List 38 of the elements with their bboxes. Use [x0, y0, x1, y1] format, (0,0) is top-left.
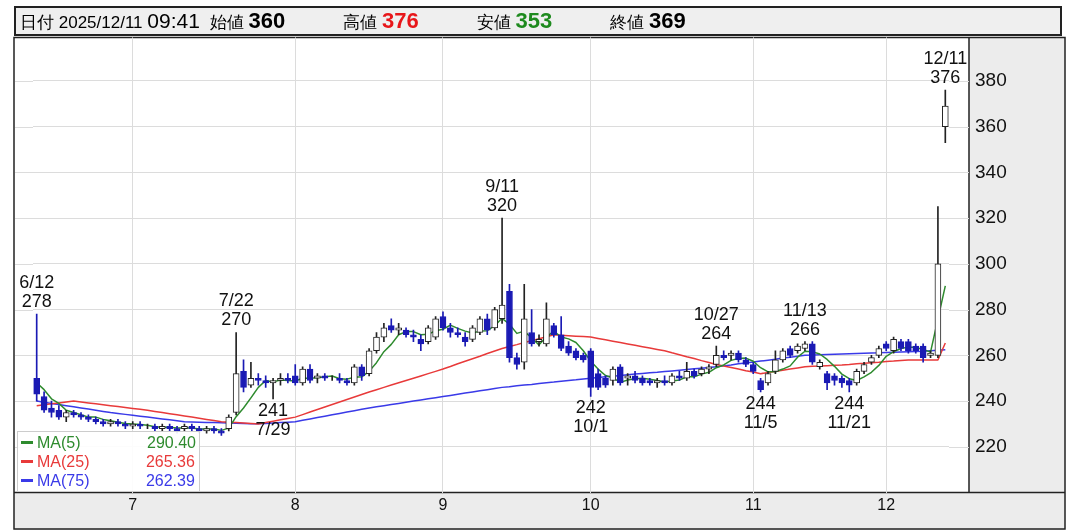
y-tick-label: 220	[975, 435, 1007, 457]
text: 始値 360	[209, 8, 286, 33]
annotation: 10/27 264	[693, 304, 739, 344]
x-tick-label: 12	[877, 495, 896, 513]
annotation: 7/22 270	[218, 290, 254, 330]
text: 安値 353	[476, 8, 553, 33]
text: 高値 376	[343, 8, 419, 33]
legend-label: MA(75) 262.39	[37, 470, 195, 490]
annotation: 244 11/5	[743, 392, 778, 432]
y-tick-label: 260	[975, 343, 1007, 365]
x-tick-label: 7	[128, 495, 138, 513]
annotation: 12/11 376	[923, 47, 968, 87]
series-label: MA(5) 290.40	[37, 432, 196, 452]
annotation: 241 7/29	[255, 399, 291, 439]
y-tick-label: 380	[975, 69, 1007, 91]
candlestick	[269, 377, 277, 400]
annotation: 242 10/1	[573, 397, 609, 437]
y-tick-label: 240	[975, 389, 1007, 411]
x-tick-label: 9	[438, 495, 448, 513]
y-tick-label: 320	[975, 206, 1007, 228]
y-tick-label: 300	[975, 252, 1007, 274]
x-tick-label: 11	[744, 495, 762, 513]
annotation: 11/13 266	[783, 299, 827, 339]
annotation: 6/12 278	[19, 272, 55, 312]
y-tick-label: 340	[975, 160, 1007, 182]
x-tick-label: 8	[290, 495, 300, 513]
candlestick	[254, 373, 262, 386]
y-tick-label: 280	[975, 297, 1007, 319]
annotation: 244 11/21	[827, 392, 872, 432]
text: 終値 369	[610, 8, 686, 33]
candlestick	[33, 313, 41, 402]
legend-label: MA(25) 265.36	[37, 451, 195, 471]
text: 日付 2025/12/11 09:41	[20, 8, 200, 32]
y-tick-label: 360	[975, 114, 1007, 136]
annotation: 9/11 320	[485, 176, 519, 216]
x-tick-label: 10	[581, 495, 600, 513]
candlestick	[262, 375, 270, 388]
candlestick	[535, 334, 543, 347]
